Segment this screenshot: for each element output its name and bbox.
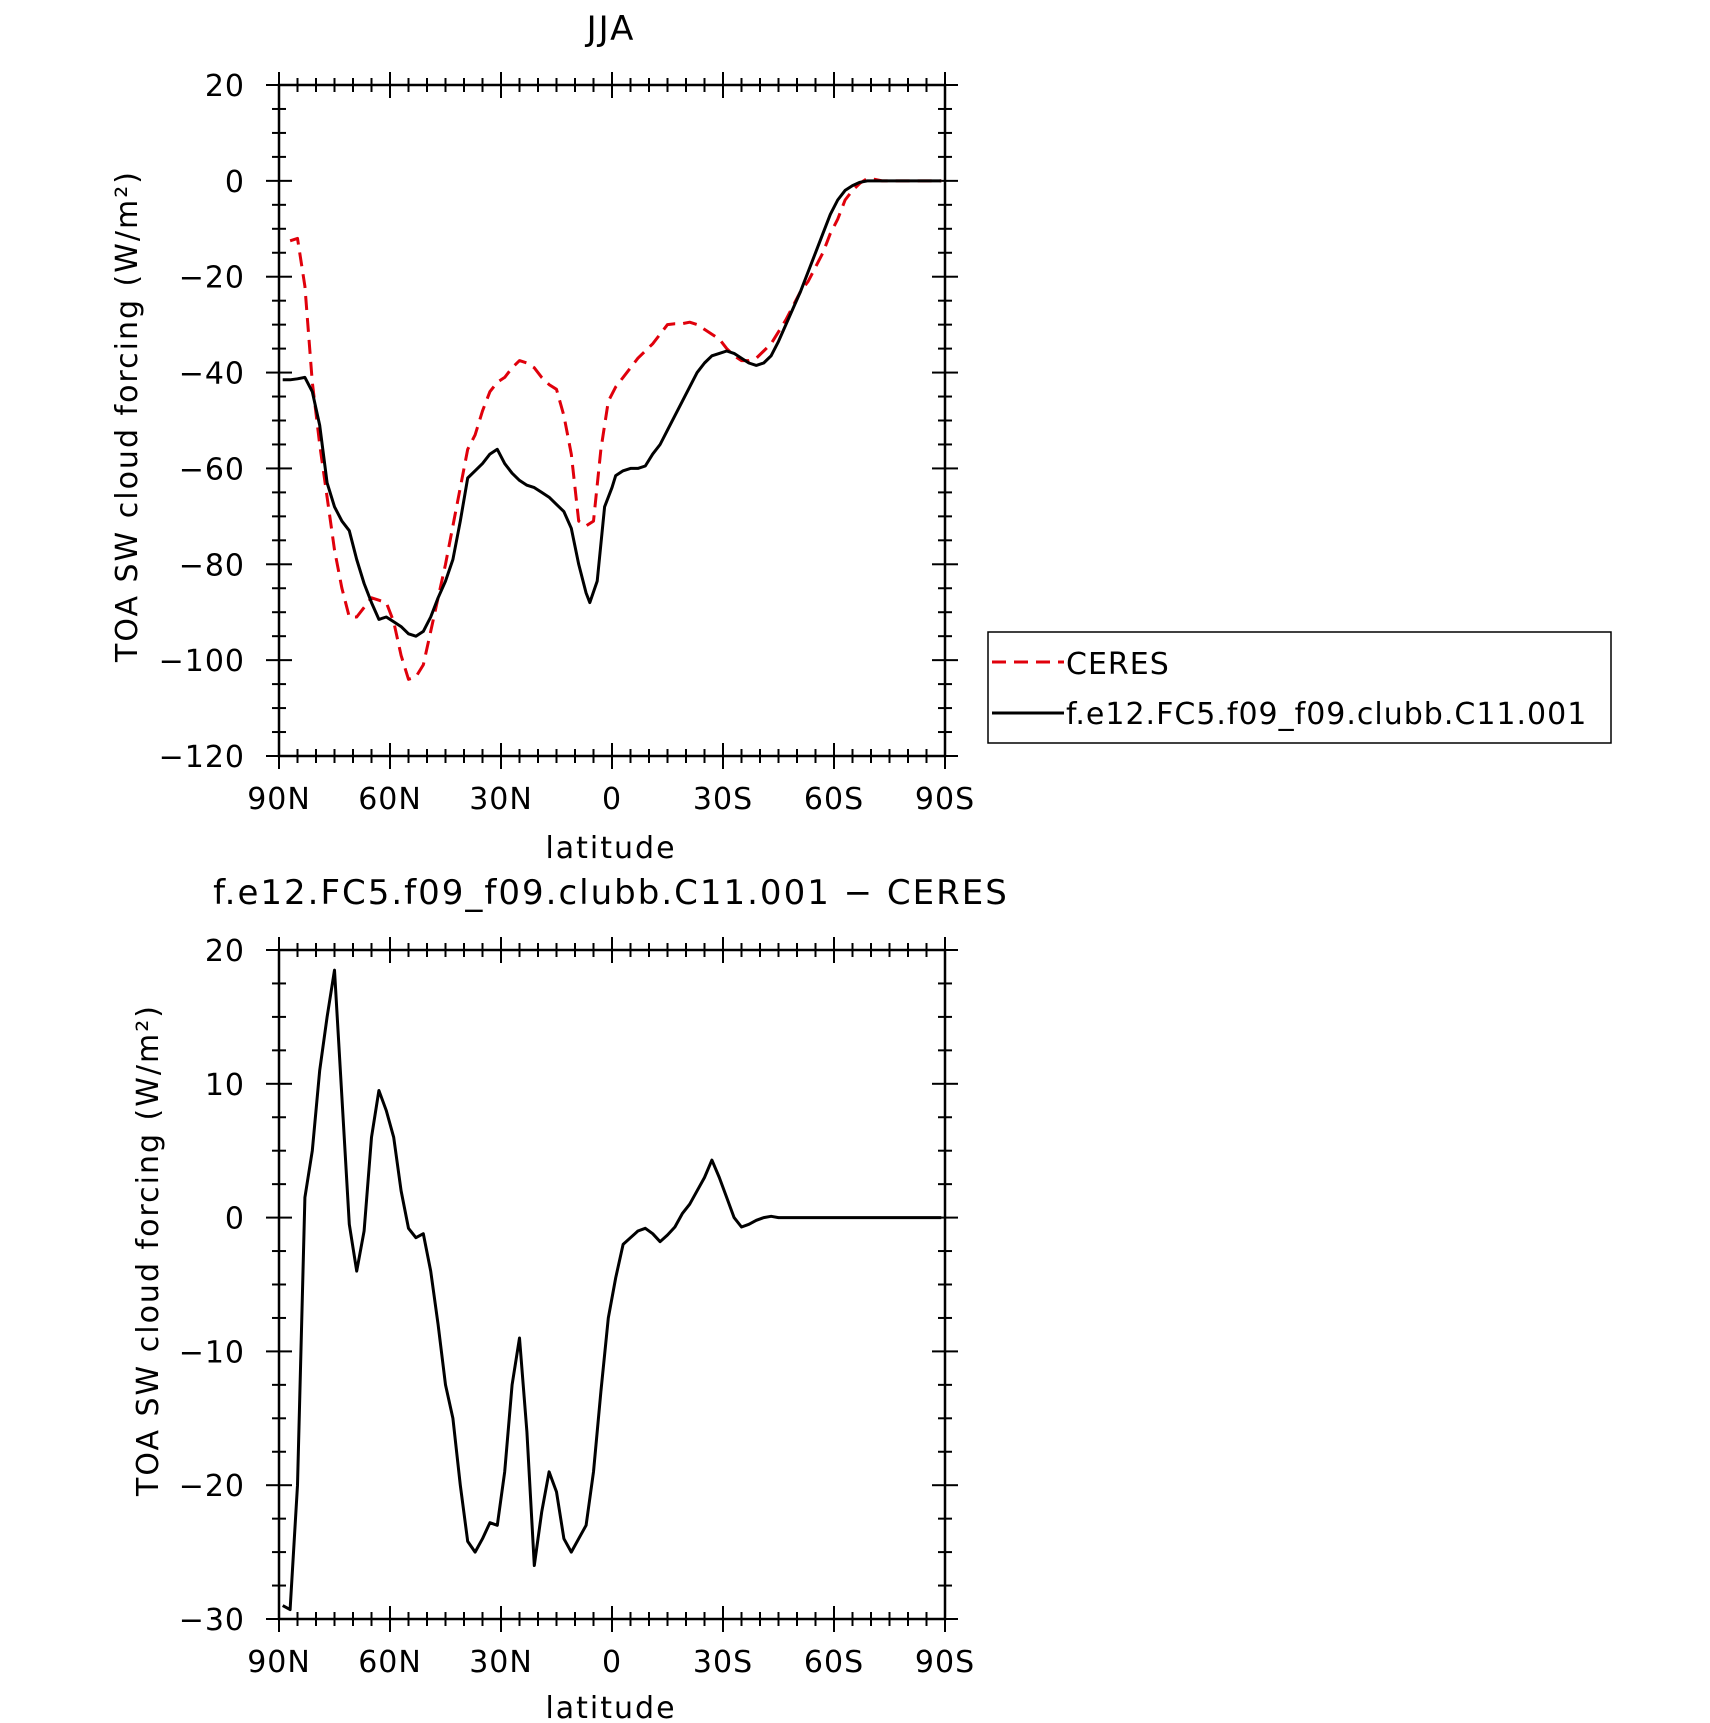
top-chart-title: JJA bbox=[585, 9, 636, 49]
x-tick-label: 0 bbox=[602, 1645, 622, 1680]
top-axes: 90N 60N 30N 0 30S 60S 90S 20 0 −20 −40 −60 −80 −100 −1… bbox=[159, 69, 975, 817]
bottom-y-axis-label: TOA SW cloud forcing (W/m²) bbox=[131, 1004, 166, 1497]
x-tick-label: 30S bbox=[693, 782, 753, 817]
y-tick-label: −20 bbox=[179, 261, 245, 296]
legend-box bbox=[987, 631, 1612, 744]
legend-model-label: f.e12.FC5.f09_f09.clubb.C11.001 bbox=[1066, 697, 1587, 732]
bottom-chart-title: f.e12.FC5.f09_f09.clubb.C11.001 − CERES bbox=[213, 873, 1009, 913]
top-panel: JJA 90N 60N 30N 0 30S 60S 90S 20 0 −20 −40 −60 −80 −1… bbox=[110, 9, 975, 866]
y-tick-label: −100 bbox=[159, 644, 245, 679]
x-tick-label: 60S bbox=[804, 782, 864, 817]
x-tick-label: 30N bbox=[469, 782, 533, 817]
x-tick-label: 90S bbox=[915, 1645, 975, 1680]
plot-frame bbox=[277, 83, 947, 758]
plot-frame bbox=[277, 948, 947, 1621]
x-tick-label: 90S bbox=[915, 782, 975, 817]
legend-ceres-label: CERES bbox=[1066, 647, 1170, 682]
x-tick-label: 60N bbox=[358, 782, 422, 817]
y-tick-label: 0 bbox=[225, 165, 245, 200]
series-ceres-line bbox=[289, 177, 942, 681]
y-tick-label: 0 bbox=[225, 1202, 245, 1237]
bottom-series-layer bbox=[281, 968, 942, 1612]
x-tick-label: 30S bbox=[693, 1645, 753, 1680]
bottom-axes: 90N 60N 30N 0 30S 60S 90S 20 10 0 −10 −20 −30 bbox=[179, 934, 975, 1680]
legend: CERES f.e12.FC5.f09_f09.clubb.C11.001 bbox=[987, 631, 1612, 744]
y-tick-label: 20 bbox=[205, 69, 245, 104]
top-y-axis-label: TOA SW cloud forcing (W/m²) bbox=[110, 170, 145, 663]
bottom-panel: f.e12.FC5.f09_f09.clubb.C11.001 − CERES … bbox=[131, 873, 1009, 1723]
x-tick-label: 90N bbox=[247, 1645, 311, 1680]
top-x-axis-label: latitude bbox=[545, 831, 676, 866]
x-tick-label: 30N bbox=[469, 1645, 533, 1680]
x-tick-label: 0 bbox=[602, 782, 622, 817]
y-tick-label: −10 bbox=[179, 1335, 245, 1370]
x-tick-label: 90N bbox=[247, 782, 311, 817]
y-tick-label: −120 bbox=[159, 740, 245, 775]
y-tick-label: −20 bbox=[179, 1469, 245, 1504]
y-tick-label: 20 bbox=[205, 934, 245, 969]
bottom-x-axis-label: latitude bbox=[545, 1691, 676, 1723]
top-series-layer bbox=[282, 177, 942, 681]
series-f-e12-fc5-f09-f09-clubb-c11-001-line bbox=[282, 179, 942, 638]
y-tick-label: −80 bbox=[179, 548, 245, 583]
y-tick-label: −30 bbox=[179, 1603, 245, 1638]
y-tick-label: −60 bbox=[179, 452, 245, 487]
y-tick-label: 10 bbox=[205, 1068, 245, 1103]
x-tick-label: 60S bbox=[804, 1645, 864, 1680]
y-tick-label: −40 bbox=[179, 357, 245, 392]
x-tick-label: 60N bbox=[358, 1645, 422, 1680]
difference-series-line bbox=[281, 968, 942, 1612]
